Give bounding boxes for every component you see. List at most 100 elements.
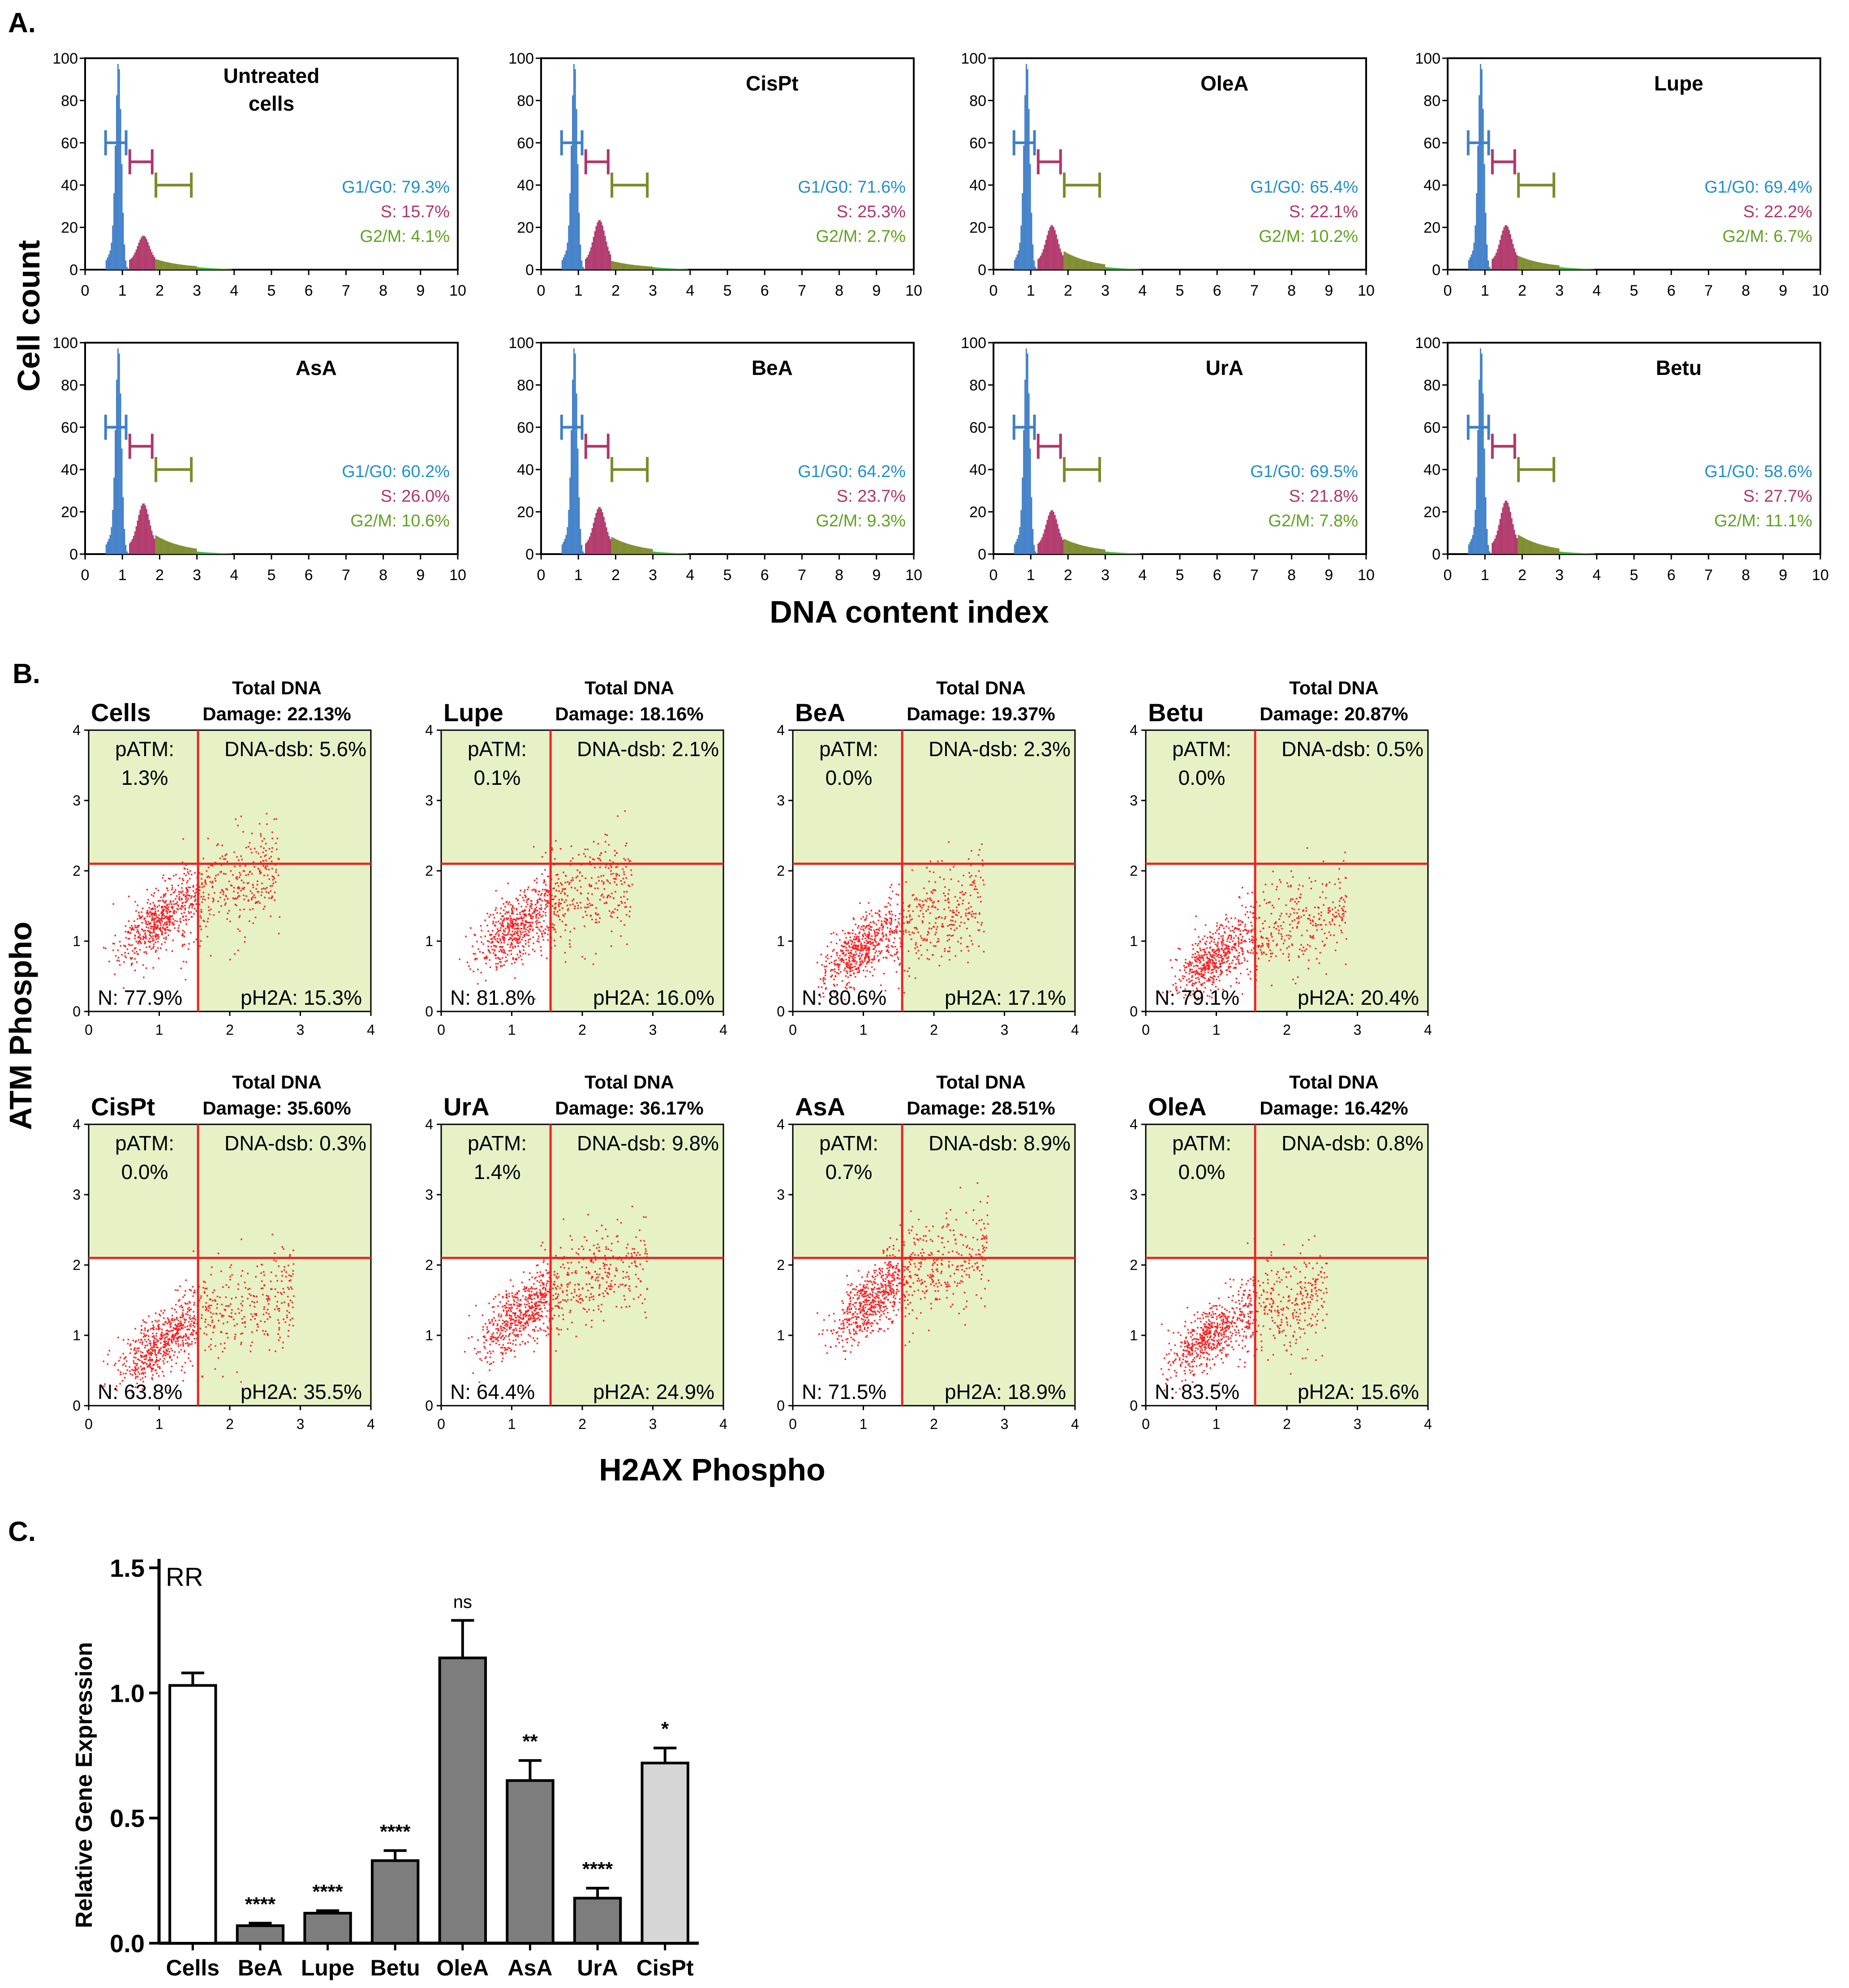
scatter-dot bbox=[944, 895, 946, 897]
scatter-dot bbox=[861, 961, 863, 963]
scatter-dot bbox=[977, 896, 979, 898]
scatter-dot bbox=[188, 911, 190, 913]
scatter-dot bbox=[559, 882, 562, 884]
scatter-dot bbox=[1334, 949, 1337, 951]
scatter-dot bbox=[937, 938, 939, 940]
scatter-dot bbox=[205, 883, 207, 885]
scatter-dot bbox=[207, 867, 210, 869]
histogram-bar bbox=[1042, 534, 1044, 554]
scatter-dot bbox=[527, 898, 529, 900]
scatter-dot bbox=[234, 953, 236, 955]
scatter-dot bbox=[834, 985, 835, 987]
histogram-bar bbox=[623, 263, 624, 270]
scatter-dot bbox=[888, 940, 890, 942]
scatter-dot bbox=[261, 840, 263, 842]
scatter-dot bbox=[509, 915, 511, 917]
scatter-dot bbox=[608, 895, 610, 896]
scatter-dot bbox=[1203, 964, 1205, 967]
scatter-dot bbox=[1309, 914, 1311, 916]
scatter-dot bbox=[244, 941, 246, 943]
scatter-dot bbox=[1246, 929, 1248, 932]
histogram-bar bbox=[132, 539, 133, 554]
scatter-dot bbox=[141, 911, 143, 913]
scatter-dot bbox=[851, 941, 854, 943]
scatter-dot bbox=[843, 960, 845, 961]
histogram-bar bbox=[1053, 512, 1054, 554]
histogram-bar bbox=[118, 353, 120, 554]
scatter-dot bbox=[208, 909, 210, 912]
scatter-dot bbox=[168, 924, 171, 926]
scatter-dot bbox=[1252, 952, 1254, 954]
scatter-dot bbox=[885, 921, 887, 923]
scatter-dot bbox=[1308, 877, 1310, 879]
histogram-bar bbox=[1507, 503, 1509, 554]
scatter-dot bbox=[918, 915, 920, 917]
scatter-dot bbox=[978, 913, 980, 915]
scatter-dot bbox=[243, 886, 245, 889]
scatter-dot bbox=[525, 929, 527, 930]
scatter-dot bbox=[855, 951, 857, 953]
scatter-dot bbox=[873, 939, 876, 941]
scatter-dot bbox=[925, 900, 928, 902]
scatter-dot bbox=[1329, 921, 1331, 923]
scatter-dot bbox=[1222, 962, 1224, 964]
y-tick-label: 60 bbox=[1423, 419, 1440, 436]
scatter-dot bbox=[206, 870, 208, 872]
scatter-dot bbox=[873, 968, 876, 970]
scatter-dot bbox=[1175, 986, 1177, 988]
scatter-dot bbox=[459, 958, 460, 960]
scatter-dot bbox=[544, 869, 546, 871]
scatter-dot bbox=[1194, 974, 1196, 976]
scatter-dot bbox=[1344, 901, 1346, 903]
scatter-dot bbox=[916, 928, 918, 930]
histogram-bar bbox=[121, 448, 123, 554]
scatter-dot bbox=[202, 898, 204, 900]
scatter-dot bbox=[180, 968, 182, 969]
scatter-dot bbox=[830, 961, 833, 964]
scatter-dot bbox=[193, 904, 194, 906]
scatter-dot bbox=[948, 841, 950, 843]
scatter-dot bbox=[1242, 886, 1243, 889]
scatter-dot bbox=[851, 940, 853, 942]
histogram-bar bbox=[212, 268, 214, 270]
histogram-bar bbox=[1015, 542, 1017, 554]
scatter-dot bbox=[139, 917, 141, 920]
scatter-dot bbox=[520, 934, 522, 935]
scatter-dot bbox=[1214, 955, 1216, 956]
damage-value: Damage: 19.37% bbox=[907, 703, 1055, 724]
scatter-dot bbox=[1344, 922, 1346, 924]
scatter-dot bbox=[847, 964, 849, 966]
histogram-bar bbox=[219, 268, 220, 270]
scatter-dot bbox=[541, 932, 543, 934]
scatter-dot bbox=[164, 917, 166, 919]
scatter-dot bbox=[188, 918, 190, 921]
scatter-dot bbox=[1191, 984, 1193, 986]
scatter-dot bbox=[589, 856, 591, 858]
scatter-dot bbox=[883, 921, 886, 923]
scatter-dot bbox=[941, 925, 943, 927]
scatter-dot bbox=[509, 934, 511, 936]
scatter-dot bbox=[236, 904, 237, 907]
histogram-bar bbox=[1582, 553, 1583, 554]
histogram-bar bbox=[1553, 264, 1554, 270]
scatter-dot bbox=[568, 883, 570, 885]
scatter-dot bbox=[581, 956, 583, 958]
scatter-dot bbox=[1198, 954, 1200, 956]
scatter-dot bbox=[838, 957, 840, 959]
x-tick-label: 9 bbox=[416, 282, 425, 299]
scatter-dot bbox=[1183, 965, 1185, 967]
scatter-dot bbox=[1292, 978, 1294, 981]
scatter-dot bbox=[474, 953, 476, 955]
scatter-dot bbox=[264, 905, 266, 908]
scatter-dot bbox=[862, 928, 864, 930]
histogram-bar bbox=[1481, 353, 1483, 554]
scatter-dot bbox=[499, 929, 501, 932]
scatter-dot bbox=[533, 950, 536, 952]
scatter-dot bbox=[599, 860, 602, 861]
histogram-bar bbox=[1062, 539, 1064, 554]
scatter-dot bbox=[153, 1335, 155, 1337]
scatter-dot bbox=[1282, 953, 1284, 955]
histogram-bar bbox=[1524, 538, 1526, 554]
scatter-dot bbox=[885, 934, 887, 935]
